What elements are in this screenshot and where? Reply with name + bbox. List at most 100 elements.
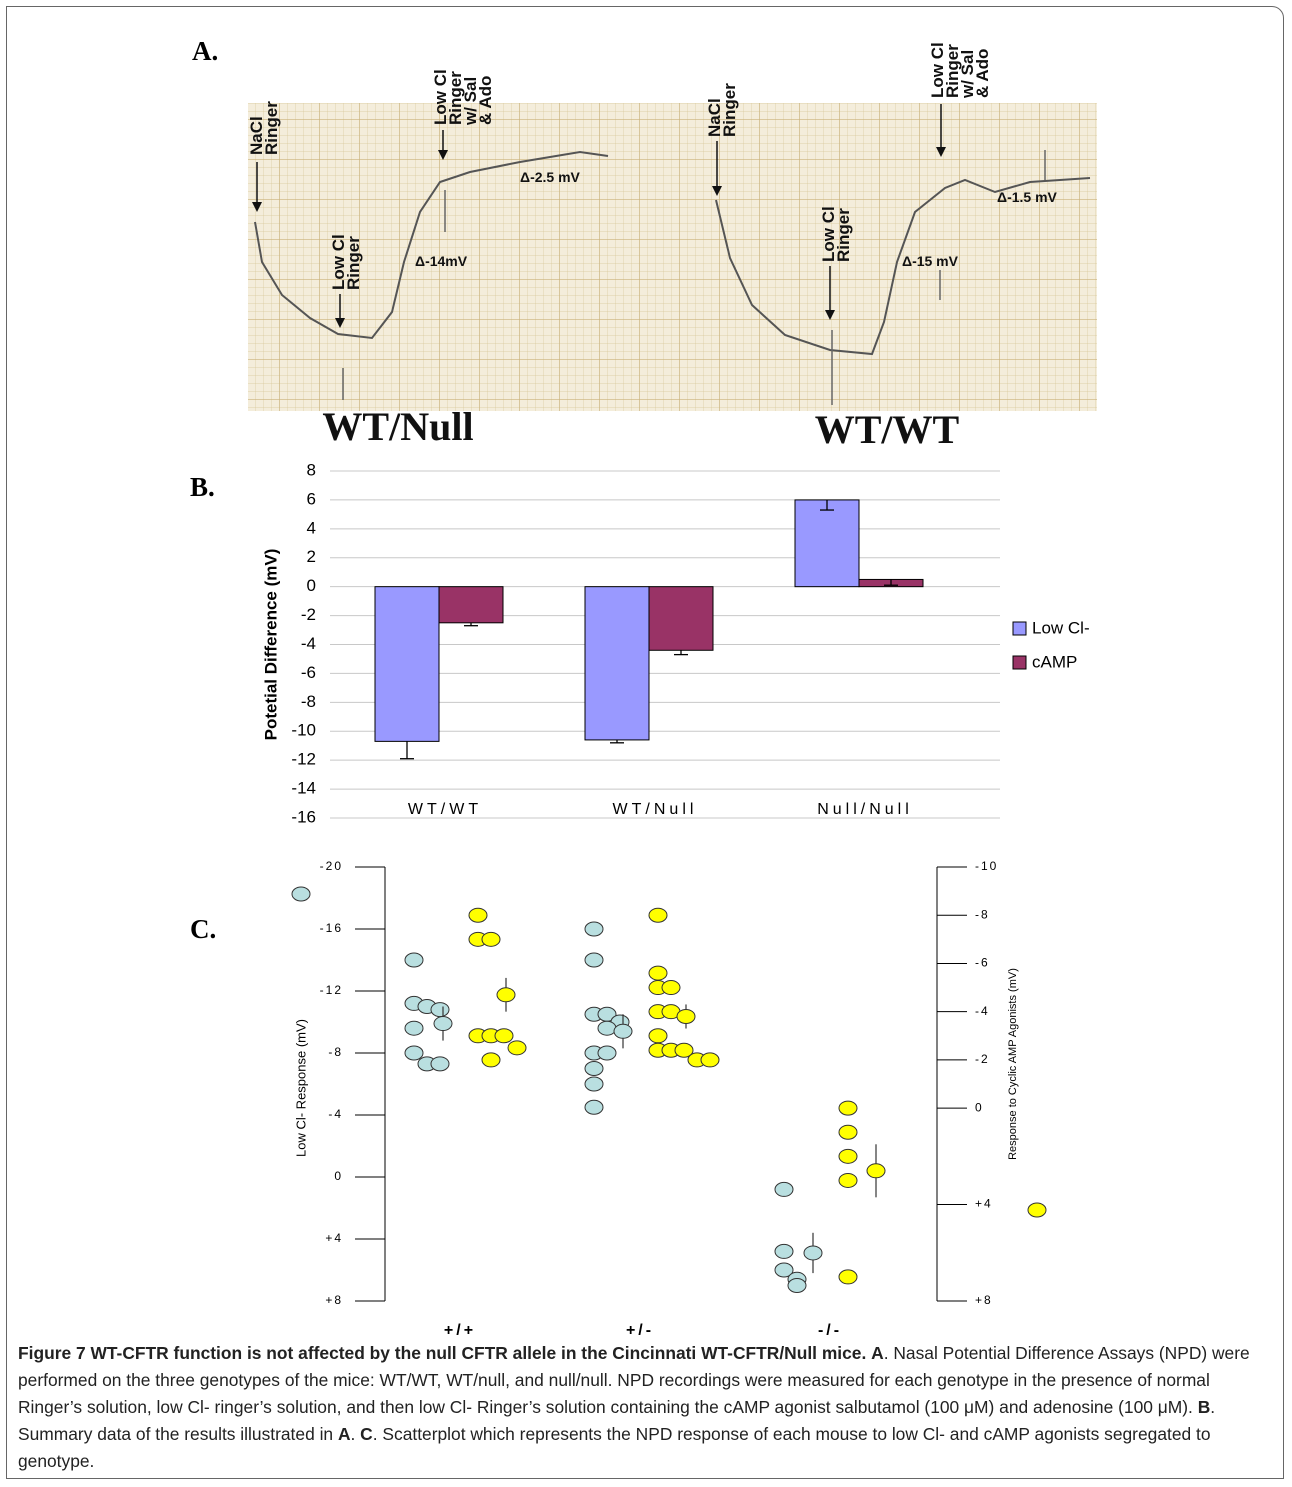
data-point — [495, 1029, 513, 1043]
event-label: & Ado — [476, 76, 495, 125]
event-label: Ringer — [720, 83, 739, 137]
data-point — [482, 1053, 500, 1067]
y2-tick-label: -10 — [975, 859, 998, 873]
data-point — [839, 1149, 857, 1163]
data-point — [585, 953, 603, 967]
panel-label: C. — [190, 914, 216, 944]
y-tick-label: +8 — [325, 1293, 343, 1307]
data-point — [585, 1062, 603, 1076]
y-tick-label: 4 — [307, 518, 316, 537]
data-point — [662, 981, 680, 995]
mean-point — [867, 1164, 885, 1178]
bar — [375, 587, 439, 742]
mean-point — [804, 1246, 822, 1260]
legend-marker — [1028, 1203, 1046, 1217]
y2-tick-label: +8 — [975, 1293, 993, 1307]
data-point — [482, 932, 500, 946]
data-point — [839, 1101, 857, 1115]
data-point — [649, 908, 667, 922]
caption-text: A — [871, 1343, 884, 1363]
y-tick-label: -8 — [301, 692, 316, 711]
x-tick-label: Null/Null — [817, 801, 913, 818]
y-tick-label: -4 — [328, 1107, 343, 1121]
y-tick-label: 0 — [307, 576, 316, 595]
y-tick-label: -8 — [328, 1045, 343, 1059]
data-point — [585, 922, 603, 936]
y-tick-label: -10 — [291, 721, 316, 740]
y-tick-label: 6 — [307, 489, 316, 508]
data-point — [701, 1053, 719, 1067]
recording-paper — [248, 103, 1097, 411]
genotype-label: WT/WT — [815, 407, 960, 452]
y-tick-label: -4 — [301, 634, 316, 653]
x-tick-label: WT/WT — [408, 801, 482, 818]
y2-axis-title: Response to Cyclic AMP Agonists (mV) — [1007, 968, 1019, 1160]
data-point — [405, 1021, 423, 1035]
data-point — [598, 1046, 616, 1060]
legend-label: cAMP — [1032, 652, 1077, 671]
data-point — [405, 953, 423, 967]
bar — [649, 587, 713, 651]
delta-label: Δ-2.5 mV — [520, 169, 581, 185]
legend-label: Low Cl- — [1032, 618, 1090, 637]
x-tick-label: +/- — [626, 1322, 654, 1335]
y2-tick-label: -4 — [975, 1004, 990, 1018]
data-point — [839, 1125, 857, 1139]
mean-point — [677, 1009, 695, 1023]
data-point — [839, 1270, 857, 1284]
event-label: Ringer — [344, 236, 363, 290]
y-tick-label: +4 — [325, 1231, 343, 1245]
panel-label: B. — [190, 472, 215, 502]
delta-label: Δ-1.5 mV — [997, 189, 1058, 205]
y-tick-label: -20 — [320, 859, 343, 873]
mean-point — [614, 1024, 632, 1038]
data-point — [649, 966, 667, 980]
y-tick-label: -14 — [291, 779, 316, 798]
y-tick-label: -12 — [291, 750, 316, 769]
bar — [585, 587, 649, 740]
y2-tick-label: -6 — [975, 956, 990, 970]
data-point — [431, 1057, 449, 1071]
data-point — [775, 1182, 793, 1196]
y-tick-label: 8 — [307, 460, 316, 479]
caption-text: B — [1198, 1397, 1211, 1417]
caption-text: Figure 7 WT-CFTR function is not affecte… — [18, 1343, 866, 1363]
event-label: Ringer — [834, 208, 853, 262]
mean-point — [497, 988, 515, 1002]
y-axis-title: Low Cl- Response (mV) — [293, 1019, 308, 1157]
delta-label: Δ-15 mV — [902, 253, 959, 269]
y2-tick-label: -2 — [975, 1052, 990, 1066]
y-tick-label: 2 — [307, 547, 316, 566]
mean-point — [434, 1017, 452, 1031]
x-tick-label: -/- — [818, 1322, 842, 1335]
data-point — [405, 1046, 423, 1060]
event-label: & Ado — [973, 49, 992, 98]
panel-label: A. — [192, 36, 218, 66]
data-point — [585, 1100, 603, 1114]
caption-text: C — [360, 1424, 373, 1444]
y2-tick-label: 0 — [975, 1100, 984, 1114]
data-point — [839, 1173, 857, 1187]
data-point — [469, 908, 487, 922]
y-tick-label: -2 — [301, 605, 316, 624]
legend-marker — [292, 887, 310, 901]
y2-tick-label: +4 — [975, 1197, 993, 1211]
delta-label: Δ-14mV — [415, 253, 468, 269]
data-point — [649, 1029, 667, 1043]
y-axis-title: Potetial Difference (mV) — [261, 549, 280, 741]
genotype-label: WT/Null — [322, 404, 473, 449]
data-point — [585, 1077, 603, 1091]
x-tick-label: +/+ — [444, 1322, 476, 1335]
y-tick-label: 0 — [334, 1169, 343, 1183]
legend-swatch — [1013, 656, 1026, 669]
y-tick-label: -6 — [301, 663, 316, 682]
y-tick-label: -16 — [291, 807, 316, 826]
caption-text: . — [351, 1424, 361, 1444]
data-point — [508, 1041, 526, 1055]
y-tick-label: -16 — [320, 921, 343, 935]
figure-caption: Figure 7 WT-CFTR function is not affecte… — [18, 1340, 1276, 1475]
event-label: Ringer — [262, 101, 281, 155]
data-point — [788, 1279, 806, 1293]
x-tick-label: WT/Null — [613, 801, 698, 818]
